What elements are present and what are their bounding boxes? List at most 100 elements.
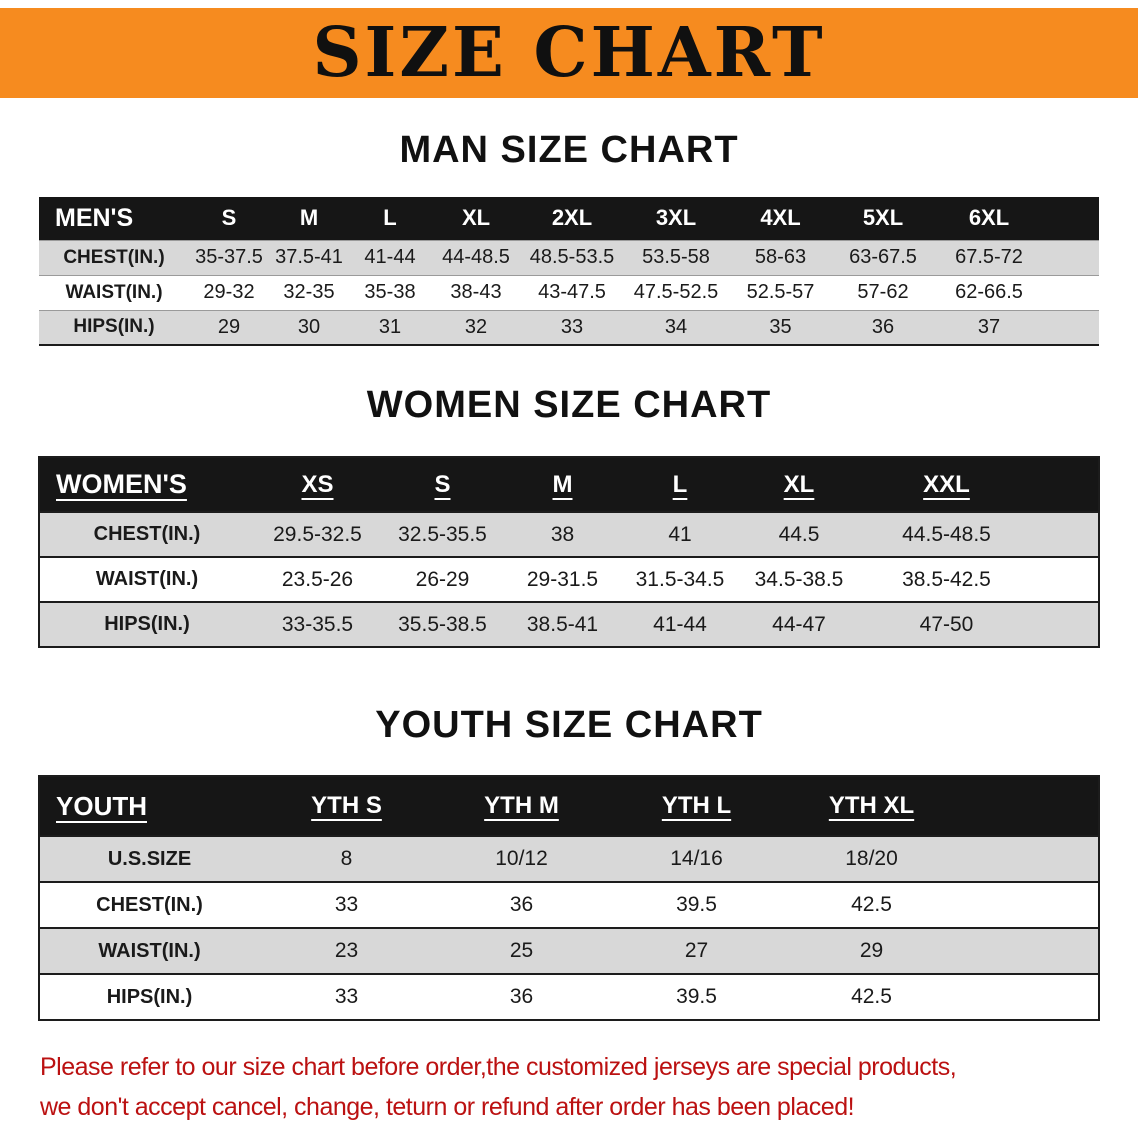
row-label: WAIST(IN.) — [65, 281, 163, 303]
size-value: 43-47.5 — [538, 281, 606, 303]
spacer-cell — [1044, 197, 1099, 240]
size-value: 36 — [509, 985, 534, 1008]
youth-size-table: YOUTH YTH S YTH M YTH L YTH XL U.S.SIZE … — [38, 775, 1100, 1021]
youth-size-header: YTH XL — [784, 776, 959, 836]
size-value: 33 — [334, 893, 359, 916]
size-value: 31.5-34.5 — [635, 567, 725, 591]
size-value: 14/16 — [670, 847, 723, 870]
size-value: 52.5-57 — [746, 281, 815, 303]
women-size-header: XS — [254, 457, 381, 512]
size-value: 53.5-58 — [642, 246, 710, 268]
spacer-cell — [959, 974, 1099, 1020]
size-value: 23 — [334, 939, 359, 962]
men-size-header: 6XL — [934, 197, 1044, 240]
men-heading: MAN SIZE CHART — [399, 129, 739, 171]
size-value: 32 — [464, 315, 488, 338]
banner-title: SIZE CHART — [312, 13, 826, 93]
size-value: 36 — [871, 315, 895, 338]
size-value: 58-63 — [754, 246, 807, 268]
size-value: 39.5 — [676, 893, 717, 916]
men-row-hips: HIPS(IN.) 29 30 31 32 33 34 35 36 37 — [39, 310, 1099, 345]
row-label: CHEST(IN.) — [63, 246, 165, 268]
row-label: WAIST(IN.) — [95, 568, 199, 590]
youth-row-waist: WAIST(IN.) 23 25 27 29 — [39, 928, 1099, 974]
row-label: CHEST(IN.) — [93, 523, 201, 545]
spacer-cell — [1044, 310, 1099, 345]
youth-header-row: YOUTH YTH S YTH M YTH L YTH XL — [39, 776, 1099, 836]
disclaimer-line-1: Please refer to our size chart before or… — [40, 1053, 957, 1081]
youth-row-hips: HIPS(IN.) 33 36 39.5 42.5 — [39, 974, 1099, 1020]
youth-size-header: YTH M — [434, 776, 609, 836]
size-value: 27 — [684, 939, 709, 962]
women-size-header: XXL — [859, 457, 1034, 512]
size-value: 33 — [334, 985, 359, 1008]
men-size-header: 3XL — [623, 197, 729, 240]
spacer-cell — [1034, 512, 1099, 557]
size-value: 30 — [297, 315, 321, 338]
size-value: 47.5-52.5 — [633, 281, 719, 303]
women-size-header: XL — [739, 457, 859, 512]
spacer-cell — [959, 882, 1099, 928]
size-value: 44.5 — [778, 522, 820, 546]
size-value: 32-35 — [283, 281, 335, 303]
women-corner-label: WOMEN'S — [39, 457, 254, 512]
men-corner-label: MEN'S — [39, 197, 189, 240]
women-size-header: S — [381, 457, 504, 512]
size-value: 34.5-38.5 — [754, 567, 844, 591]
men-size-header: M — [269, 197, 349, 240]
size-value: 35-38 — [364, 281, 416, 303]
size-value: 29-31.5 — [526, 567, 599, 591]
row-label: HIPS(IN.) — [106, 985, 193, 1008]
youth-row-chest: CHEST(IN.) 33 36 39.5 42.5 — [39, 882, 1099, 928]
size-value: 57-62 — [857, 281, 909, 303]
size-value: 35.5-38.5 — [398, 612, 487, 636]
women-section: WOMEN SIZE CHART WOMEN'S XS S M L XL XXL… — [0, 383, 1138, 648]
size-value: 34 — [664, 315, 688, 338]
men-size-header: 2XL — [521, 197, 623, 240]
spacer-cell — [1034, 557, 1099, 602]
women-size-header: M — [504, 457, 621, 512]
youth-heading: YOUTH SIZE CHART — [375, 704, 763, 746]
size-value: 37.5-41 — [275, 246, 343, 268]
row-label: HIPS(IN.) — [73, 316, 155, 338]
size-value: 44.5-48.5 — [902, 522, 991, 546]
size-value: 29-32 — [203, 281, 255, 303]
size-value: 8 — [340, 847, 353, 870]
row-label: CHEST(IN.) — [96, 893, 203, 916]
size-value: 32.5-35.5 — [398, 522, 487, 546]
spacer-cell — [959, 776, 1099, 836]
size-value: 41-44 — [653, 612, 707, 636]
women-heading: WOMEN SIZE CHART — [366, 384, 772, 426]
size-value: 38.5-42.5 — [902, 567, 991, 591]
row-label: U.S.SIZE — [107, 847, 192, 870]
youth-row-ussize: U.S.SIZE 8 10/12 14/16 18/20 — [39, 836, 1099, 882]
youth-corner-label: YOUTH — [39, 776, 259, 836]
women-size-header: L — [621, 457, 739, 512]
size-value: 42.5 — [851, 893, 892, 916]
size-value: 25 — [509, 939, 534, 962]
size-value: 35-37.5 — [195, 246, 263, 268]
size-value: 26-29 — [415, 567, 470, 591]
size-value: 44-47 — [772, 612, 826, 636]
men-size-header: L — [349, 197, 431, 240]
men-row-waist: WAIST(IN.) 29-32 32-35 35-38 38-43 43-47… — [39, 275, 1099, 310]
size-value: 29 — [217, 315, 241, 338]
size-value: 23.5-26 — [281, 567, 354, 591]
size-value: 42.5 — [851, 985, 892, 1008]
size-chart-banner: SIZE CHART — [0, 8, 1138, 98]
youth-size-header: YTH L — [609, 776, 784, 836]
size-value: 48.5-53.5 — [529, 246, 615, 268]
size-value: 36 — [509, 893, 534, 916]
men-size-header: 4XL — [729, 197, 832, 240]
size-value: 33 — [560, 315, 584, 338]
row-label: HIPS(IN.) — [104, 613, 190, 635]
size-value: 35 — [769, 315, 792, 338]
spacer-cell — [1034, 602, 1099, 647]
men-row-chest: CHEST(IN.) 35-37.5 37.5-41 41-44 44-48.5… — [39, 240, 1099, 275]
women-size-table: WOMEN'S XS S M L XL XXL CHEST(IN.) 29.5-… — [38, 456, 1100, 648]
size-value: 33-35.5 — [281, 612, 354, 636]
youth-size-header: YTH S — [259, 776, 434, 836]
size-value: 18/20 — [845, 847, 898, 870]
size-value: 39.5 — [676, 985, 717, 1008]
spacer-cell — [1044, 240, 1099, 275]
